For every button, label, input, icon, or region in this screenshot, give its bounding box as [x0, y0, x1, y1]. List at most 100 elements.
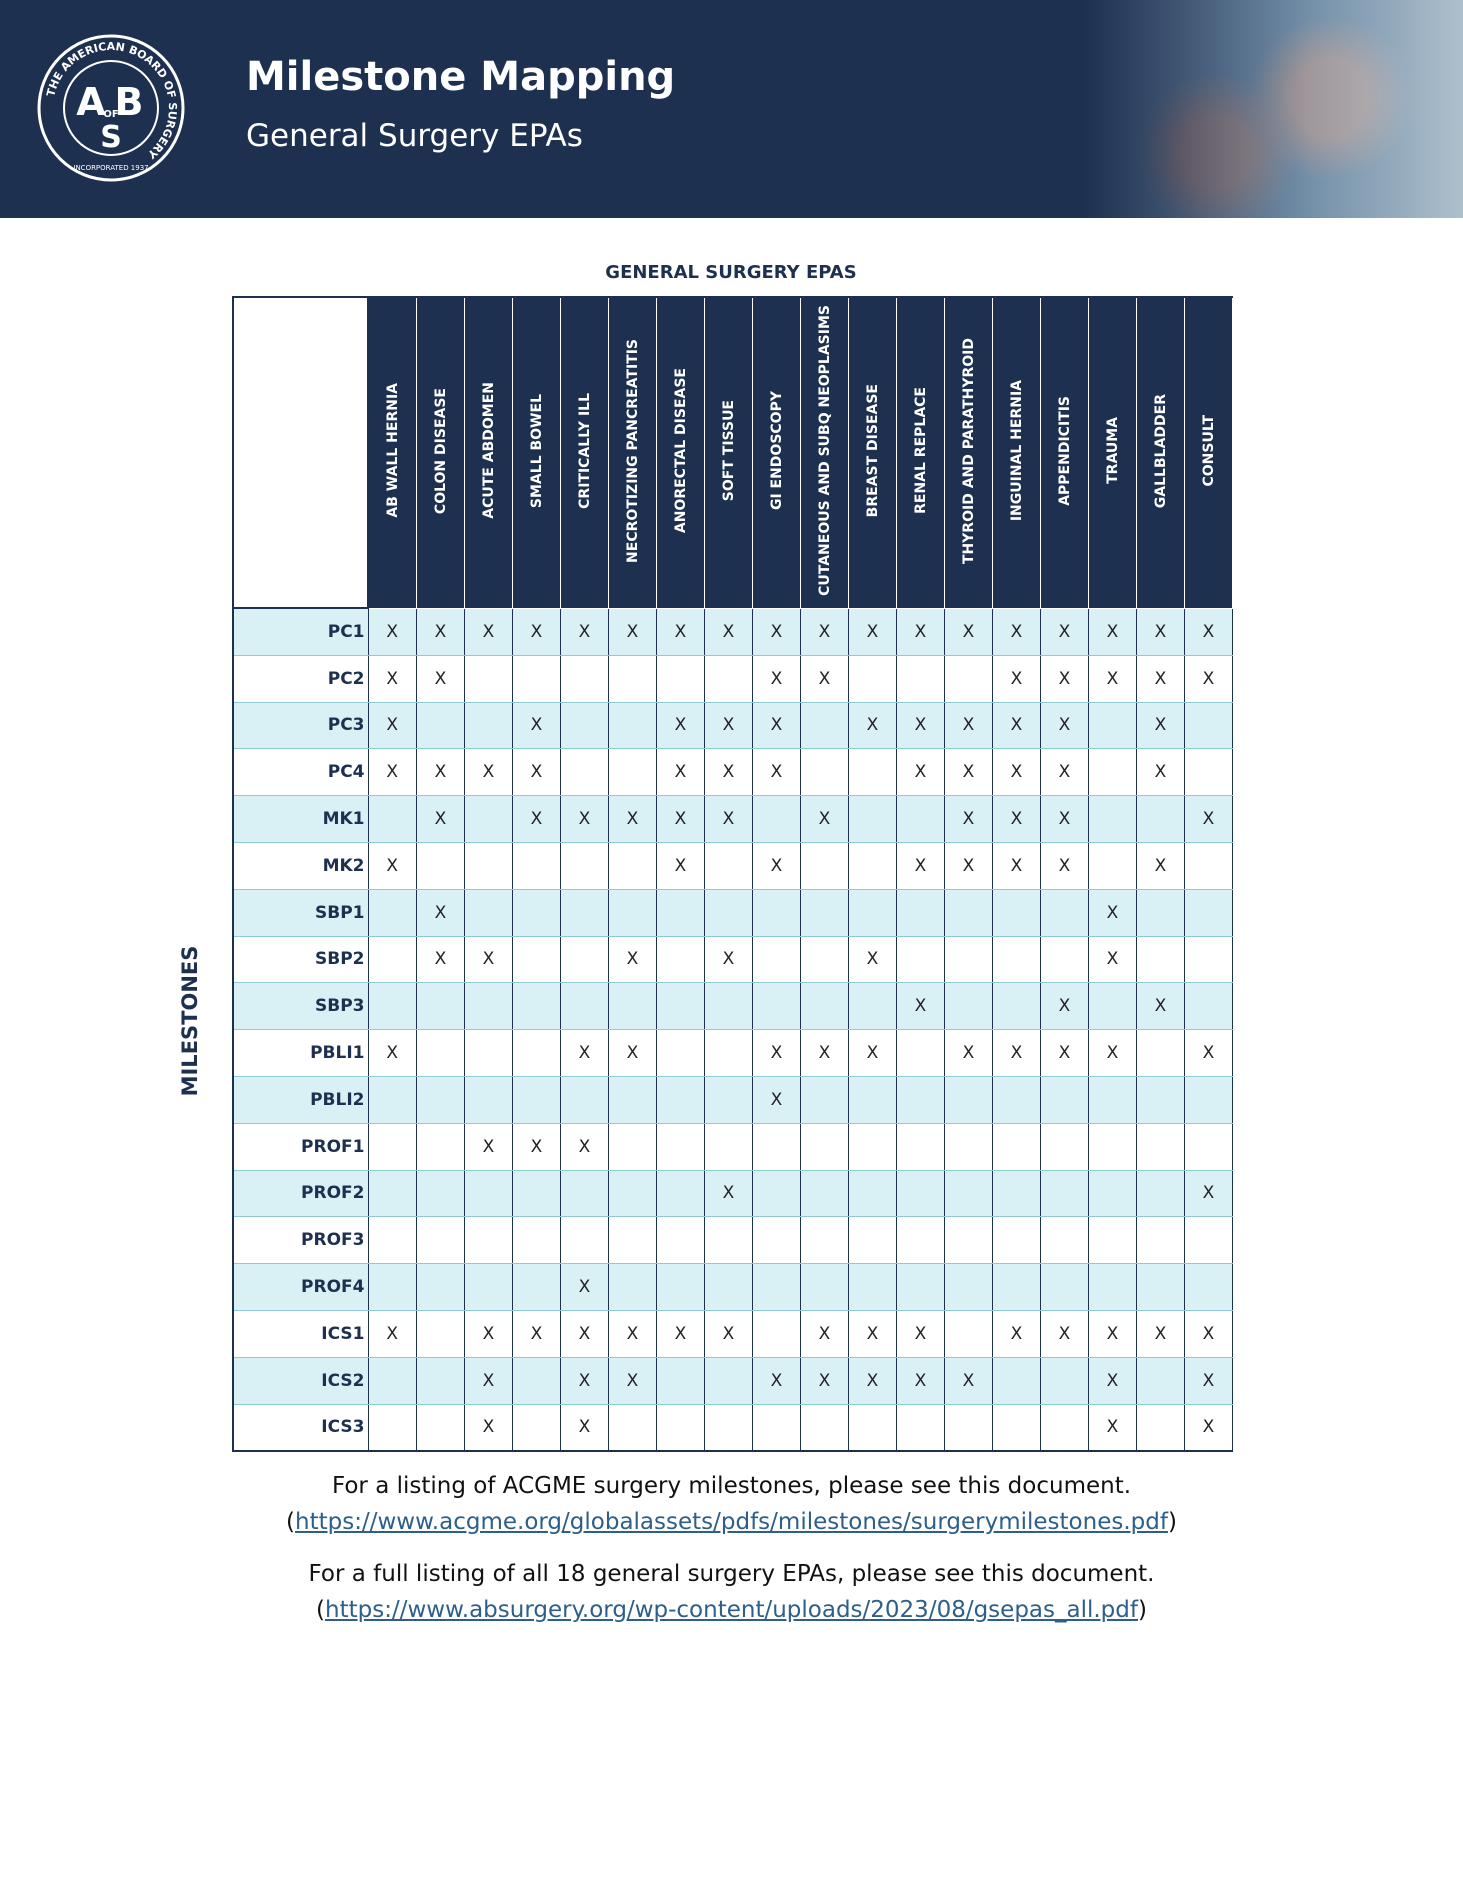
cell [560, 748, 609, 797]
cell [704, 1122, 753, 1171]
cell: X [560, 1309, 609, 1358]
column-header-text: AB WALL HERNIA [384, 383, 401, 519]
row-axis-label: MILESTONES [178, 945, 202, 1097]
cell [1184, 888, 1233, 937]
cell [848, 748, 897, 797]
cell [1136, 1075, 1185, 1124]
row-label: PC1 [232, 607, 369, 656]
cell: X [656, 701, 705, 750]
cell [704, 1216, 753, 1265]
cell [848, 841, 897, 890]
cell: X [560, 1029, 609, 1077]
note-paren: ) [1167, 1509, 1177, 1535]
cell [512, 1169, 561, 1218]
cell [464, 841, 513, 890]
cell [608, 888, 657, 937]
cell: X [752, 1075, 801, 1124]
cell: X [416, 795, 465, 843]
note-link[interactable]: https://www.acgme.org/globalassets/pdfs/… [295, 1509, 1168, 1535]
cell [1136, 1216, 1185, 1265]
cell: X [1184, 1403, 1233, 1453]
cell: X [752, 654, 801, 703]
cell [1136, 935, 1185, 984]
cell: X [656, 607, 705, 656]
cell [896, 1075, 945, 1124]
header: THE AMERICAN BOARD OF SURGERY INCORPORAT… [0, 0, 1463, 218]
column-header: APPENDICITIS [1040, 296, 1089, 609]
cell: X [560, 1356, 609, 1405]
cell [464, 1029, 513, 1077]
row-label: PROF3 [232, 1216, 369, 1265]
cell [1088, 982, 1137, 1031]
cell [944, 888, 993, 937]
column-header-text: THYROID AND PARATHYROID [960, 337, 977, 564]
cell: X [656, 1309, 705, 1358]
cell: X [1040, 841, 1089, 890]
note-link[interactable]: https://www.absurgery.org/wp-content/upl… [325, 1597, 1138, 1623]
cell [704, 1403, 753, 1453]
cell: X [800, 1029, 849, 1077]
cell [848, 982, 897, 1031]
column-header: RENAL REPLACE [896, 296, 945, 609]
cell [704, 982, 753, 1031]
table-row: SBP3 X X X [232, 982, 1233, 1031]
cell [752, 1216, 801, 1265]
cell: X [1088, 1403, 1137, 1453]
cell [416, 1263, 465, 1311]
logo-ring [37, 34, 185, 182]
cell: X [1040, 982, 1089, 1031]
cell [944, 1263, 993, 1311]
cell [848, 888, 897, 937]
cell [367, 935, 417, 984]
cell: X [848, 1029, 897, 1077]
column-header-text: APPENDICITIS [1056, 395, 1073, 506]
column-header: SMALL BOWEL [512, 296, 561, 609]
logo-a: A [76, 80, 106, 124]
cell [416, 841, 465, 890]
cell: X [560, 1263, 609, 1311]
cell: X [896, 841, 945, 890]
cell [367, 1356, 417, 1405]
cell: X [752, 1356, 801, 1405]
cell [896, 1122, 945, 1171]
cell [944, 1169, 993, 1218]
note-link-line: (https://www.absurgery.org/wp-content/up… [0, 1592, 1463, 1628]
cell [896, 654, 945, 703]
note-text: For a full listing of all 18 general sur… [308, 1561, 1155, 1587]
cell: X [800, 795, 849, 843]
cell [1136, 1263, 1185, 1311]
cell: X [752, 748, 801, 797]
row-label: PC3 [232, 701, 369, 750]
corner-cell [232, 296, 369, 609]
cell: X [896, 1309, 945, 1358]
cell [896, 1403, 945, 1453]
cell [704, 1356, 753, 1405]
cell: X [608, 1356, 657, 1405]
cell [367, 1169, 417, 1218]
cell [608, 1403, 657, 1453]
cell [992, 1122, 1041, 1171]
cell: X [464, 935, 513, 984]
cell [656, 654, 705, 703]
cell [752, 1122, 801, 1171]
cell: X [752, 1029, 801, 1077]
cell [608, 841, 657, 890]
header-row: AB WALL HERNIA COLON DISEASE ACUTE ABDOMEN… [232, 296, 1233, 609]
cell [992, 982, 1041, 1031]
cell [512, 1263, 561, 1311]
row-label: ICS1 [232, 1309, 369, 1358]
cell: X [992, 795, 1041, 843]
cell: X [992, 607, 1041, 656]
cell: X [367, 1029, 417, 1077]
cell: X [416, 654, 465, 703]
cell: X [367, 607, 417, 656]
cell [1136, 888, 1185, 937]
cell [367, 1075, 417, 1124]
cell: X [896, 607, 945, 656]
cell [560, 1216, 609, 1265]
cell: X [416, 888, 465, 937]
cell: X [464, 1122, 513, 1171]
cell: X [896, 1356, 945, 1405]
cell [752, 1263, 801, 1311]
